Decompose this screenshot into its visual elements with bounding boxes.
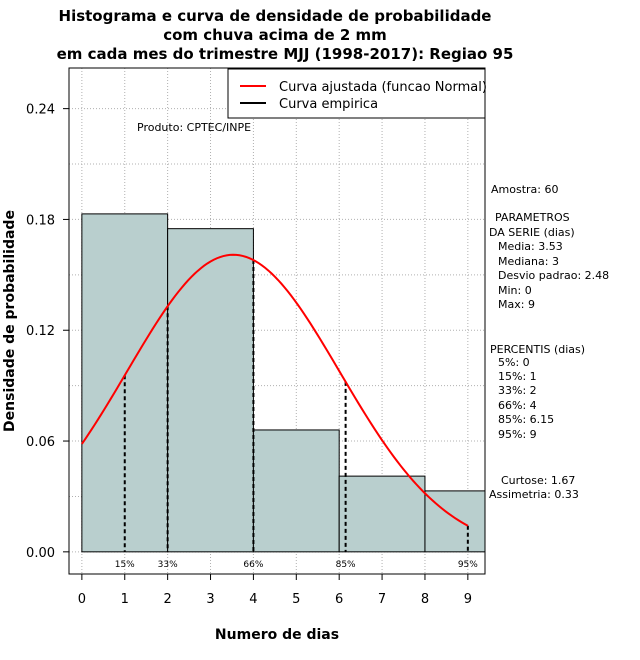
histogram-bar-4	[338, 475, 426, 553]
kurtosis: Curtose: 1.67	[501, 474, 575, 487]
chart-title-line-3: em cada mes do trimestre MJJ (1998-2017)…	[57, 45, 514, 63]
y-axis-label: Densidade de probabilidade	[2, 210, 18, 432]
x-tick-label: 6	[335, 592, 343, 607]
x-axis: 0 1 2 3 4 5 6 7 8 9	[78, 574, 472, 607]
skewness: Assimetria: 0.33	[489, 488, 579, 501]
legend-box	[227, 68, 486, 119]
product-label: Produto: CPTEC/INPE	[137, 121, 251, 134]
y-tick-label: 0.00	[26, 546, 55, 561]
sample-size: Amostra: 60	[491, 183, 558, 196]
param-sd: Desvio padrao: 2.48	[498, 269, 609, 282]
percentil-95: 95%: 9	[498, 428, 537, 441]
x-tick-label: 4	[249, 592, 257, 607]
percentile-label-15: 15%	[115, 560, 135, 570]
percentile-label-33: 33%	[158, 560, 178, 570]
histogram-bar-2	[167, 228, 254, 553]
x-tick-label: 2	[163, 592, 171, 607]
params-subtitle: DA SERIE (dias)	[489, 226, 575, 239]
normal-fit-curve	[81, 253, 469, 527]
histogram-bar-3	[252, 429, 340, 553]
y-tick-label: 0.06	[26, 435, 55, 450]
x-tick-label: 9	[464, 592, 472, 607]
plot-frame	[68, 67, 486, 575]
chart-title-line-1: Histograma e curva de densidade de proba…	[59, 7, 492, 25]
percentile-label-95: 95%	[458, 560, 478, 570]
legend: Curva ajustada (funcao Normal) Curva emp…	[227, 68, 487, 119]
percentil-85: 85%: 6.15	[498, 413, 554, 426]
percentis-title: PERCENTIS (dias)	[490, 343, 585, 356]
percentil-15: 15%: 1	[498, 370, 537, 383]
y-tick-label: 0.12	[26, 324, 55, 339]
percentil-5: 5%: 0	[498, 356, 530, 369]
histogram-bars	[81, 213, 486, 553]
percentile-markers: 15% 33% 66% 85% 95%	[115, 260, 478, 570]
y-tick-label: 0.18	[26, 213, 55, 228]
x-tick-label: 1	[121, 592, 129, 607]
params-title: PARAMETROS	[495, 211, 570, 224]
percentil-33: 33%: 2	[498, 384, 537, 397]
param-median: Mediana: 3	[498, 255, 559, 268]
param-mean: Media: 3.53	[498, 240, 563, 253]
chart-title-line-2: com chuva acima de 2 mm	[163, 26, 387, 44]
x-tick-label: 8	[421, 592, 429, 607]
histogram-bar-5	[424, 490, 486, 553]
y-axis: 0.00 0.06 0.12 0.18 0.24	[26, 103, 69, 561]
x-axis-label: Numero de dias	[215, 627, 339, 643]
legend-empirical-label: Curva empirica	[279, 97, 378, 112]
x-tick-label: 0	[78, 592, 86, 607]
x-tick-label: 7	[378, 592, 386, 607]
stats-panel: Amostra: 60 PARAMETROS DA SERIE (dias) M…	[489, 183, 609, 501]
param-min: Min: 0	[498, 284, 532, 297]
percentile-label-66: 66%	[243, 560, 263, 570]
percentil-66: 66%: 4	[498, 399, 537, 412]
legend-fit-label: Curva ajustada (funcao Normal)	[279, 80, 487, 95]
x-tick-label: 5	[292, 592, 300, 607]
x-tick-label: 3	[206, 592, 214, 607]
param-max: Max: 9	[498, 298, 535, 311]
percentile-label-85: 85%	[336, 560, 356, 570]
y-tick-label: 0.24	[26, 103, 55, 118]
